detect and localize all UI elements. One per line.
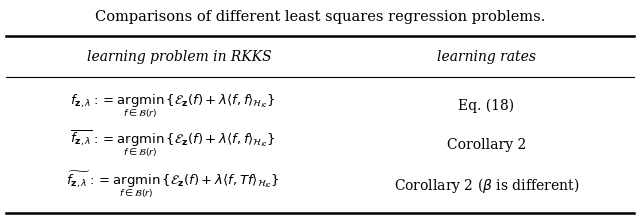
Text: learning rates: learning rates [437,50,536,64]
Text: Eq. (18): Eq. (18) [458,99,515,113]
Text: Comparisons of different least squares regression problems.: Comparisons of different least squares r… [95,10,545,24]
Text: learning problem in RKKS: learning problem in RKKS [87,50,271,64]
Text: $\overline{f_{\mathbf{z},\lambda}} := \underset{f \in \mathcal{B}(r)}{\mathrm{ar: $\overline{f_{\mathbf{z},\lambda}} := \u… [70,129,276,160]
Text: Corollary 2 ($\beta$ is different): Corollary 2 ($\beta$ is different) [394,176,579,195]
Text: Corollary 2: Corollary 2 [447,138,526,152]
Text: $\widetilde{f_{\mathbf{z},\lambda}} := \underset{f \in \mathcal{B}(r)}{\mathrm{a: $\widetilde{f_{\mathbf{z},\lambda}} := \… [66,170,280,201]
Text: $f_{\mathbf{z},\lambda} := \underset{f \in \mathcal{B}(r)}{\mathrm{argmin}}\, \{: $f_{\mathbf{z},\lambda} := \underset{f \… [70,92,276,120]
